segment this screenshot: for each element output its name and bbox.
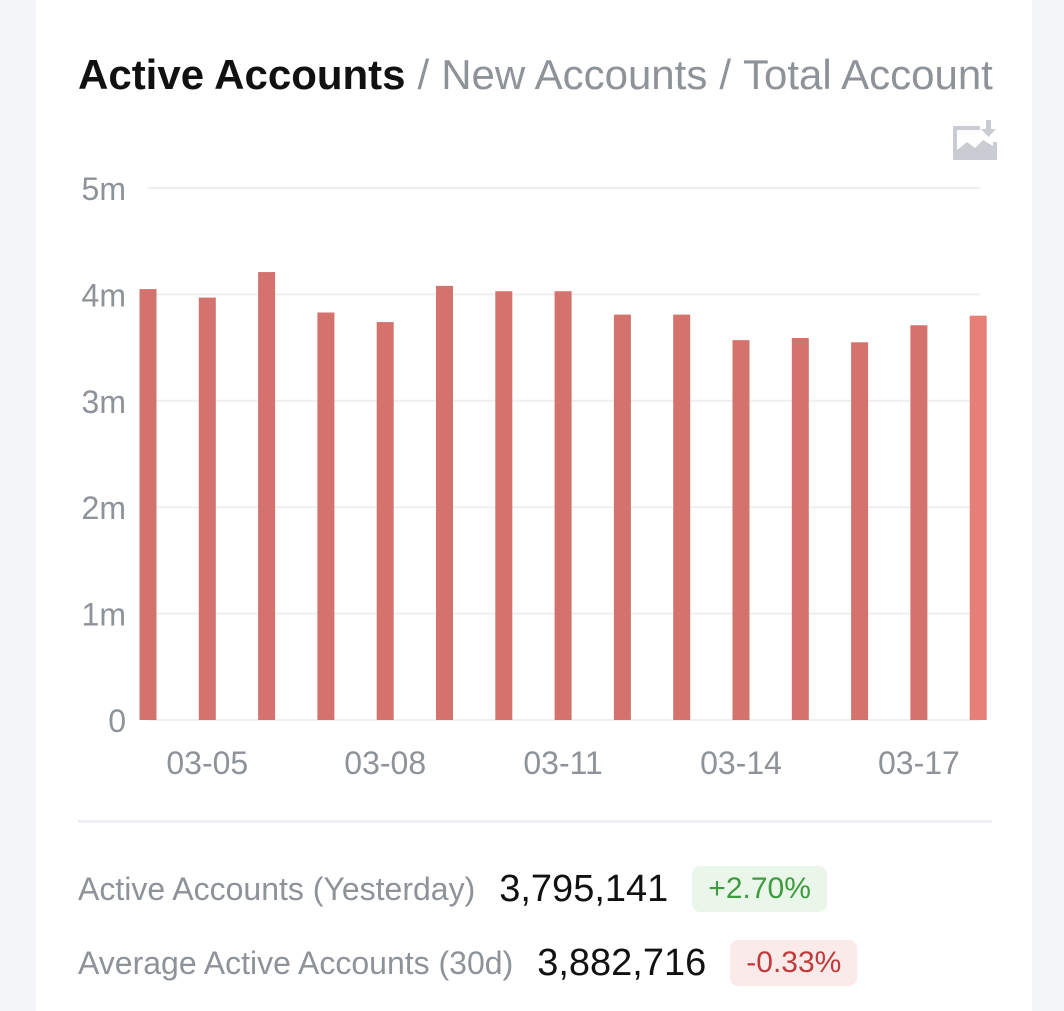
bar-03-18[interactable]	[969, 315, 987, 720]
tab-separator: /	[719, 51, 732, 98]
bar-03-11[interactable]	[554, 291, 572, 720]
active-accounts-card: Active Accounts / New Accounts / Total Accou…	[36, 0, 1032, 1011]
tab-new-accounts[interactable]: New Accounts	[441, 51, 708, 98]
x-tick-label: 03-11	[523, 745, 602, 781]
tab-active-accounts[interactable]: Active Accounts	[78, 51, 406, 98]
x-tick-label: 03-05	[166, 745, 248, 781]
stat-row-average-30d: Average Active Accounts (30d) 3,882,716 …	[78, 940, 858, 986]
bar-chart: 0 1m 2m 3m 4m 5m 03-05 03-08 03-11 03-14 03-17	[82, 171, 987, 781]
bar-03-13[interactable]	[673, 314, 691, 720]
bar-03-12[interactable]	[613, 314, 631, 720]
bar-03-15[interactable]	[791, 338, 809, 720]
image-download-icon[interactable]	[950, 120, 1000, 162]
stat-value: 3,882,716	[537, 941, 707, 984]
y-tick-label: 0	[108, 703, 126, 739]
x-tick-label: 03-17	[878, 745, 960, 781]
tab-total-account[interactable]: Total Account	[743, 51, 993, 98]
stat-row-yesterday: Active Accounts (Yesterday) 3,795,141 +2…	[78, 866, 827, 912]
stat-label: Average Active Accounts (30d)	[78, 944, 514, 981]
y-tick-label: 5m	[82, 171, 126, 207]
divider	[78, 820, 992, 823]
x-tick-label: 03-14	[700, 745, 782, 781]
y-tick-label: 1m	[82, 597, 126, 633]
tab-separator: /	[417, 51, 430, 98]
change-badge: +2.70%	[692, 866, 827, 912]
bar-03-07[interactable]	[317, 312, 335, 720]
bar-03-09[interactable]	[436, 285, 453, 720]
bar-03-16[interactable]	[851, 342, 869, 720]
change-badge: -0.33%	[730, 940, 858, 986]
x-tick-label: 03-08	[344, 745, 426, 781]
bar-03-05[interactable]	[198, 297, 216, 720]
y-tick-label: 3m	[82, 384, 126, 420]
bar-03-06[interactable]	[258, 272, 276, 720]
bar-03-04[interactable]	[139, 289, 157, 720]
bar-03-10[interactable]	[495, 291, 513, 720]
bar-03-17[interactable]	[910, 325, 928, 720]
chart-tabs: Active Accounts / New Accounts / Total Accou…	[78, 50, 993, 100]
y-tick-label: 4m	[82, 277, 126, 313]
stat-label: Active Accounts (Yesterday)	[78, 870, 476, 907]
bar-03-08[interactable]	[376, 322, 394, 720]
bar-03-14[interactable]	[732, 340, 750, 720]
y-tick-label: 2m	[82, 490, 126, 526]
stat-value: 3,795,141	[499, 867, 669, 910]
